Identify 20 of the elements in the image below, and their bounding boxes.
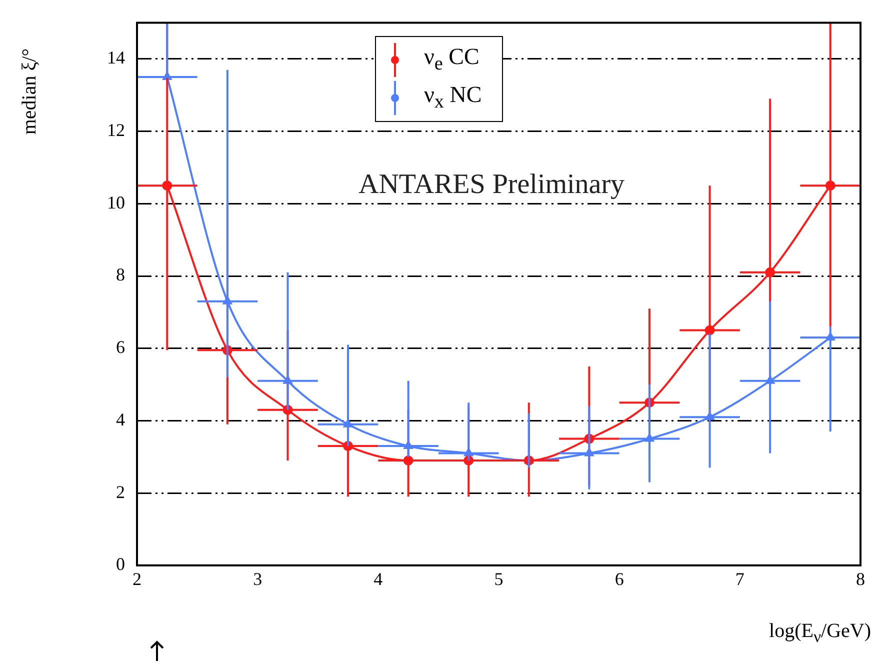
x-tick-label: 4 <box>374 568 383 589</box>
annotation: ANTARES Preliminary <box>358 168 625 200</box>
x-tick-label: 2 <box>132 568 142 589</box>
y-tick-label: 0 <box>116 554 125 574</box>
y-tick-label: 8 <box>116 264 125 285</box>
y-tick-label: 10 <box>107 192 125 212</box>
y-tick-label: 6 <box>116 337 125 358</box>
x-tick-label: 8 <box>856 568 865 589</box>
y-tick-label: 4 <box>116 409 125 430</box>
x-tick-label: 7 <box>735 568 744 589</box>
x-tick-label: 6 <box>614 568 624 589</box>
legend-label: ν$_{x}$ NC <box>424 82 482 114</box>
x-tick-label: 3 <box>253 568 262 589</box>
x-tick-label: 5 <box>494 568 504 589</box>
y-tick-label: 2 <box>116 482 125 502</box>
y-axis-title: median ξ/° <box>18 47 42 137</box>
y-tick-label: 12 <box>107 120 125 140</box>
legend-label: ν$_{e}$ CC <box>424 44 480 76</box>
y-tick-label: 14 <box>107 48 125 68</box>
x-axis-title: log(E$_{ν}$/GeV) <box>769 620 871 647</box>
